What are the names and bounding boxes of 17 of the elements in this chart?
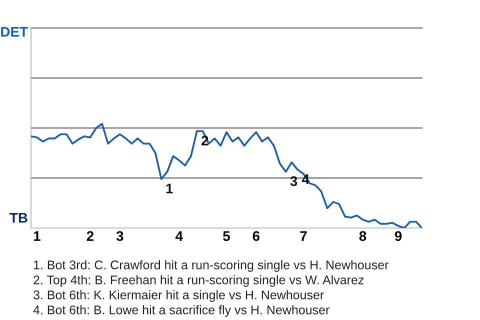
text: 2. Top 4th: B. Freehan hit a run-scoring single vs W. Alvarez	[34, 275, 364, 287]
text: TB	[10, 213, 28, 223]
x-tick-label: 1	[34, 231, 40, 241]
x-tick-label: 8	[359, 231, 366, 241]
x-tick-label: 2	[86, 231, 94, 241]
annotation: 3	[290, 176, 298, 186]
x-tick-label: 7	[300, 231, 307, 241]
annotation: 1	[166, 184, 173, 194]
x-tick-label: 3	[116, 231, 124, 241]
x-tick-label: 6	[252, 231, 260, 241]
text: 4. Bot 6th: B. Lowe hit a sacrifice fly vs H. Newhouser	[33, 305, 330, 317]
x-tick-label: 9	[394, 231, 402, 241]
text: 3. Bot 6th: K. Kiermaier hit a single vs H. Newhouser	[33, 290, 324, 302]
text: DET	[1, 27, 28, 37]
x-tick-label: 5	[223, 231, 230, 241]
x-tick-label: 4	[175, 231, 183, 241]
text: 1. Bot 3rd: C. Crawford hit a run-scoring single vs H. Newhouser	[34, 260, 388, 272]
